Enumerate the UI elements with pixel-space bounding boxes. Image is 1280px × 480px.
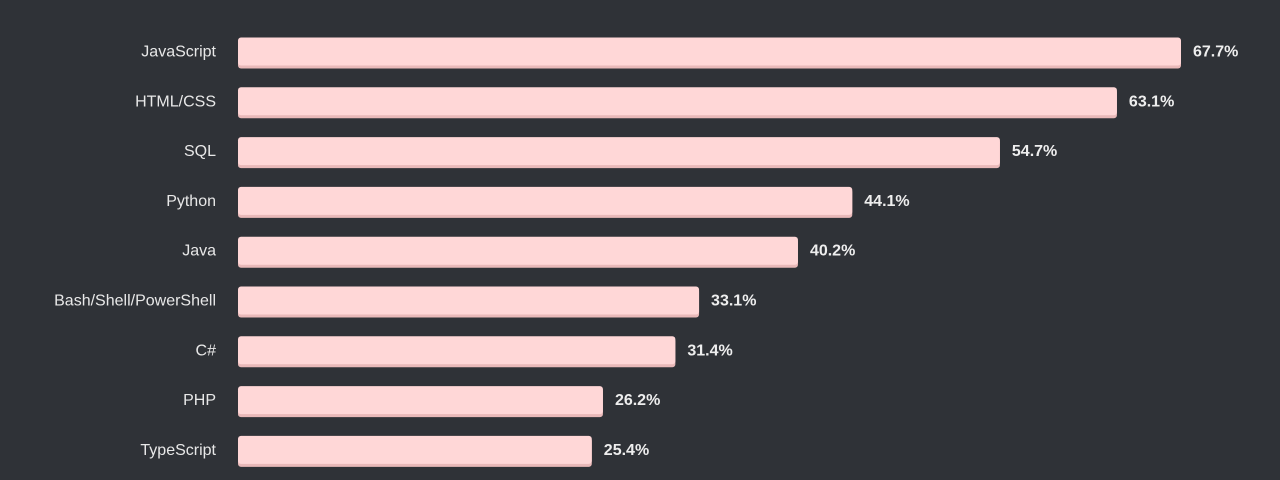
bar (238, 186, 853, 215)
category-label: TypeScript (140, 442, 216, 459)
value-label: 26.2% (615, 392, 660, 409)
category-label: HTML/CSS (135, 93, 216, 110)
value-label: 31.4% (687, 342, 732, 359)
value-label: 63.1% (1129, 93, 1174, 110)
bar-group-6: C# 31.4% (196, 336, 733, 368)
value-label: 67.7% (1193, 44, 1238, 61)
bar (238, 386, 603, 415)
bar-group-5: Bash/Shell/PowerShell 33.1% (54, 286, 756, 318)
bar-group-8: TypeScript 25.4% (140, 435, 649, 467)
bar-group-4: Java 40.2% (182, 236, 855, 268)
category-label: PHP (183, 392, 216, 409)
bar (238, 435, 592, 464)
bar-group-7: PHP 26.2% (183, 386, 660, 418)
bar (238, 87, 1117, 116)
bar-group-0: JavaScript 67.7% (141, 37, 1238, 69)
bar (238, 37, 1181, 66)
value-label: 44.1% (864, 193, 909, 210)
value-label: 25.4% (604, 442, 649, 459)
bar-group-3: Python 44.1% (166, 186, 910, 218)
bar (238, 236, 798, 265)
value-label: 33.1% (711, 293, 756, 310)
bar (238, 336, 676, 365)
bar (238, 286, 700, 315)
category-label: C# (196, 342, 217, 359)
value-label: 40.2% (810, 243, 855, 260)
category-label: SQL (184, 143, 216, 160)
bar (238, 137, 1000, 166)
bar-group-1: HTML/CSS 63.1% (135, 87, 1174, 119)
category-label: Java (182, 243, 216, 260)
category-label: JavaScript (141, 44, 216, 61)
value-label: 54.7% (1012, 143, 1057, 160)
category-label: Bash/Shell/PowerShell (54, 293, 216, 310)
bar-group-2: SQL 54.7% (184, 137, 1057, 169)
category-label: Python (166, 193, 216, 210)
